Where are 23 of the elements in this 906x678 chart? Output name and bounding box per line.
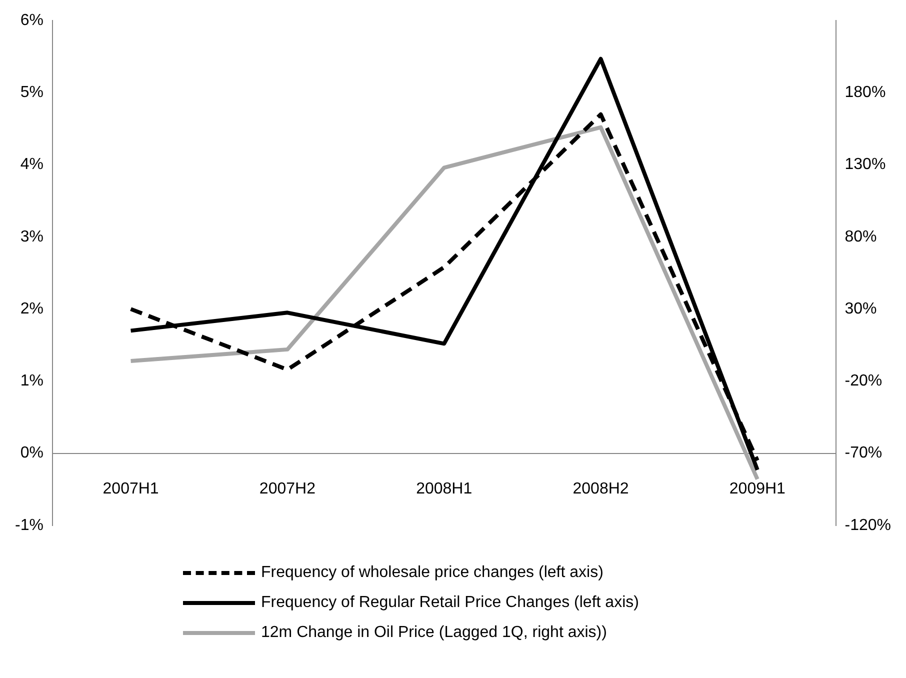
y-tick-label: 3%: [20, 228, 44, 246]
y2-tick-label: 180%: [844, 84, 886, 102]
y-tick-label: 6%: [20, 12, 44, 30]
x-tick-label: 2008H1: [416, 480, 472, 498]
x-tick-label: 2008H2: [572, 480, 629, 498]
y2-tick-label: -70%: [844, 444, 882, 462]
x-tick-label: 2007H2: [259, 480, 316, 498]
legend-label: 12m Change in Oil Price (Lagged 1Q, right axis)): [261, 624, 607, 642]
y-tick-label: 0%: [20, 444, 44, 462]
y-tick-label: 4%: [20, 156, 44, 174]
y-tick-label: 5%: [20, 84, 44, 102]
legend-label: Frequency of wholesale price changes (left axis): [261, 564, 604, 582]
y2-tick-label: -120%: [844, 516, 891, 534]
y2-tick-label: 130%: [844, 156, 886, 174]
y-tick-label: -1%: [15, 516, 44, 534]
y2-tick-label: 30%: [844, 300, 877, 318]
x-tick-label: 2007H1: [102, 480, 159, 498]
y-tick-label: 2%: [20, 300, 44, 318]
y2-tick-label: 80%: [844, 228, 877, 246]
x-tick-label: 2009H1: [729, 480, 786, 498]
y-tick-label: 1%: [20, 372, 44, 390]
legend-label: Frequency of Regular Retail Price Changes (left axis): [261, 594, 639, 612]
y2-tick-label: -20%: [844, 372, 882, 390]
